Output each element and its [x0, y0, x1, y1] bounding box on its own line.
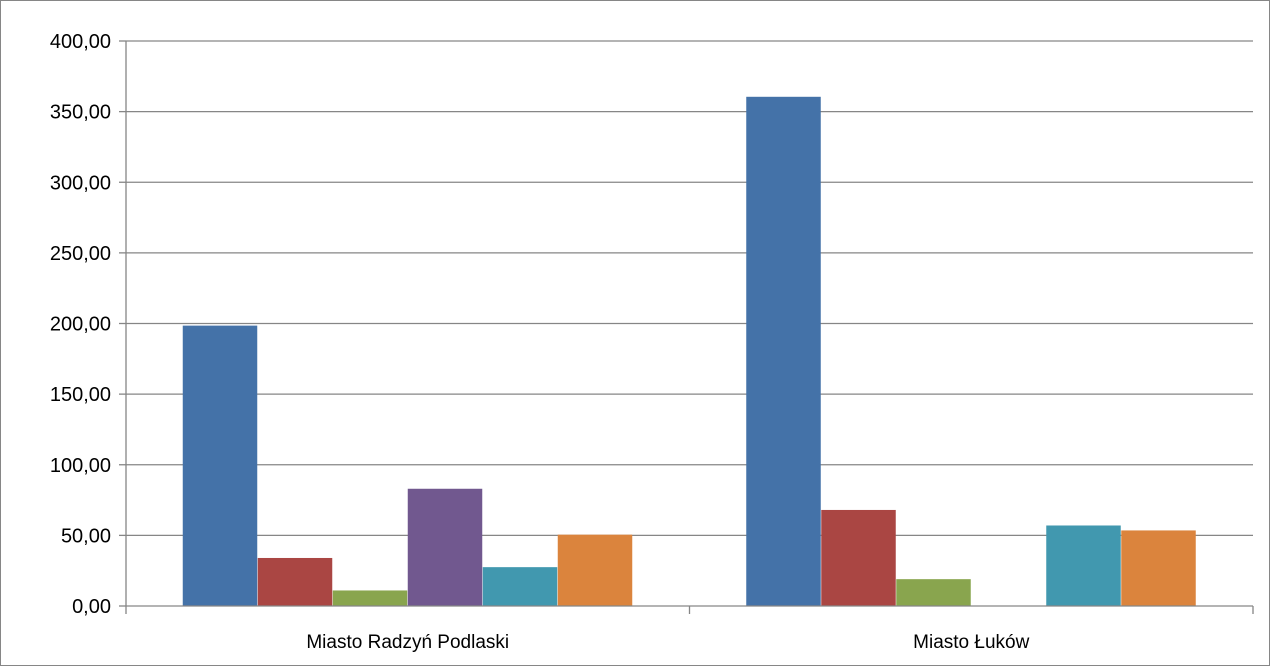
y-tick-label: 150,00: [50, 384, 111, 406]
y-tick-label: 50,00: [61, 525, 111, 547]
bar: [332, 590, 408, 606]
y-tick-label: 100,00: [50, 455, 111, 477]
bar: [1121, 530, 1196, 606]
x-category-label: Miasto Radzyń Podlaski: [306, 632, 509, 653]
bar: [557, 534, 633, 606]
bar: [1046, 525, 1121, 606]
x-category-label: Miasto Łuków: [913, 632, 1029, 653]
bar: [746, 96, 821, 606]
bar: [407, 488, 483, 606]
x-category-labels: Miasto Radzyń Podlaski Miasto Łuków: [306, 632, 1029, 653]
bars: [182, 96, 1196, 606]
bar: [821, 509, 896, 606]
bar: [896, 579, 971, 606]
y-tick-label: 350,00: [50, 102, 111, 124]
y-tick-label: 400,00: [50, 31, 111, 53]
y-tick-label: 0,00: [72, 596, 111, 618]
bar: [182, 325, 258, 606]
y-tick-label: 250,00: [50, 243, 111, 265]
bar: [257, 557, 333, 606]
axes: [119, 40, 1254, 614]
bar: [482, 567, 558, 606]
gridlines: [126, 40, 1253, 537]
y-tick-label: 300,00: [50, 172, 111, 194]
y-tick-label: 200,00: [50, 314, 111, 336]
y-tick-labels: 0,00 50,00 100,00 150,00 200,00 250,00 300,00 3…: [50, 31, 111, 618]
